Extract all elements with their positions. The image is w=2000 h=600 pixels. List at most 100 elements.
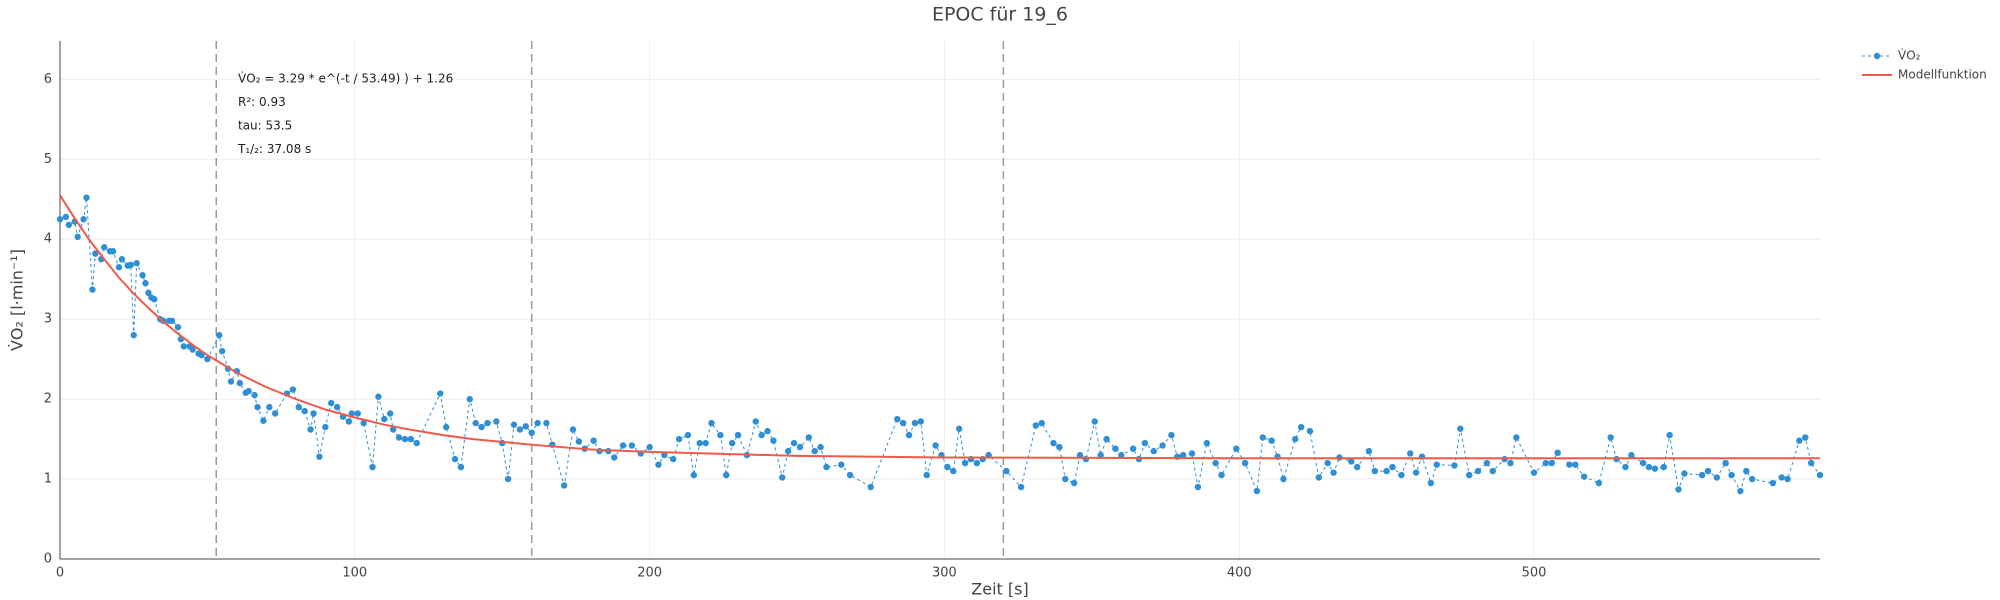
data-point <box>1675 486 1682 493</box>
data-point <box>56 216 64 223</box>
y-tick-label: 2 <box>44 392 52 407</box>
data-point <box>1660 463 1667 471</box>
data-point <box>1645 463 1653 471</box>
data-point <box>1666 431 1673 439</box>
data-point <box>1365 447 1373 455</box>
data-point <box>65 221 73 229</box>
data-point <box>796 443 804 451</box>
data-point <box>215 331 223 339</box>
data-point <box>790 439 798 447</box>
data-point <box>950 467 957 475</box>
data-point <box>389 426 397 433</box>
data-point <box>1728 471 1735 479</box>
data-point <box>961 459 969 467</box>
data-point <box>1722 459 1729 467</box>
data-point <box>401 435 409 443</box>
data-point <box>1050 439 1057 447</box>
x-tick-label: 100 <box>342 566 367 581</box>
data-point <box>764 427 771 435</box>
series-line <box>59 197 1821 494</box>
data-point <box>168 317 176 324</box>
x-tick-label: 0 <box>56 566 64 581</box>
data-point <box>174 323 182 331</box>
data-point <box>917 418 925 425</box>
data-point <box>628 442 636 449</box>
data-point <box>846 471 854 479</box>
y-tick-label: 1 <box>44 472 52 487</box>
data-point <box>457 463 465 471</box>
annotation: V̇O₂ = 3.29 * e^(-t / 53.49) ) + 1.26 <box>238 71 453 85</box>
data-point <box>1681 470 1688 477</box>
data-point <box>1465 471 1473 479</box>
y-tick-label: 6 <box>44 72 52 87</box>
data-point <box>204 355 211 363</box>
data-point <box>354 410 361 417</box>
data-point <box>1241 459 1249 467</box>
data-point <box>1280 475 1287 483</box>
data-point <box>838 461 845 468</box>
data-point <box>1713 474 1721 481</box>
data-point <box>867 483 874 491</box>
data-point <box>348 410 356 417</box>
data-point <box>92 250 99 257</box>
data-point <box>1698 471 1706 479</box>
data-point <box>1398 471 1405 479</box>
data-point <box>407 435 415 443</box>
data-point <box>1407 450 1414 457</box>
data-point <box>115 264 123 271</box>
data-point <box>89 286 96 293</box>
data-point <box>1097 451 1104 459</box>
data-point <box>118 256 126 263</box>
data-point <box>451 455 459 463</box>
data-point <box>655 461 662 468</box>
data-point <box>1595 479 1603 487</box>
data-point <box>484 419 491 427</box>
data-point <box>189 346 196 353</box>
legend-marker <box>1873 52 1881 60</box>
data-point <box>130 331 137 339</box>
data-point <box>1371 467 1379 475</box>
data-point <box>1572 461 1579 468</box>
data-point <box>245 387 252 395</box>
data-point <box>442 423 450 431</box>
data-point <box>1003 467 1010 475</box>
data-point <box>1548 459 1555 467</box>
data-point <box>905 431 913 439</box>
data-point <box>1129 445 1137 452</box>
data-point <box>899 419 907 427</box>
data-point <box>139 272 146 279</box>
data-point <box>1737 487 1744 495</box>
data-point <box>395 434 403 441</box>
data-point <box>1389 463 1396 471</box>
data-point <box>696 439 703 447</box>
data-point <box>823 463 830 471</box>
data-point <box>1076 451 1084 459</box>
data-point <box>328 399 335 407</box>
data-point <box>923 471 930 479</box>
data-point <box>1070 479 1078 487</box>
data-point <box>1513 434 1520 441</box>
data-point <box>504 475 512 483</box>
data-point <box>1427 479 1435 487</box>
data-point <box>723 471 730 479</box>
data-point <box>1194 483 1202 491</box>
chart-title: EPOC für 19_6 <box>932 4 1068 26</box>
data-point <box>1580 473 1588 480</box>
data-point <box>590 437 597 444</box>
data-point <box>728 439 736 447</box>
series-line <box>59 194 1820 460</box>
data-point <box>333 403 341 411</box>
data-point <box>236 379 244 387</box>
data-point <box>1802 434 1809 441</box>
data-point <box>973 459 981 467</box>
data-point <box>218 347 226 355</box>
data-point <box>62 213 70 221</box>
data-point <box>1082 455 1090 463</box>
data-point <box>1297 423 1305 431</box>
data-point <box>316 453 323 460</box>
data-point <box>1748 475 1756 483</box>
data-point <box>254 403 261 411</box>
data-point <box>251 391 258 399</box>
data-point <box>752 418 759 425</box>
data-point <box>1306 427 1314 435</box>
